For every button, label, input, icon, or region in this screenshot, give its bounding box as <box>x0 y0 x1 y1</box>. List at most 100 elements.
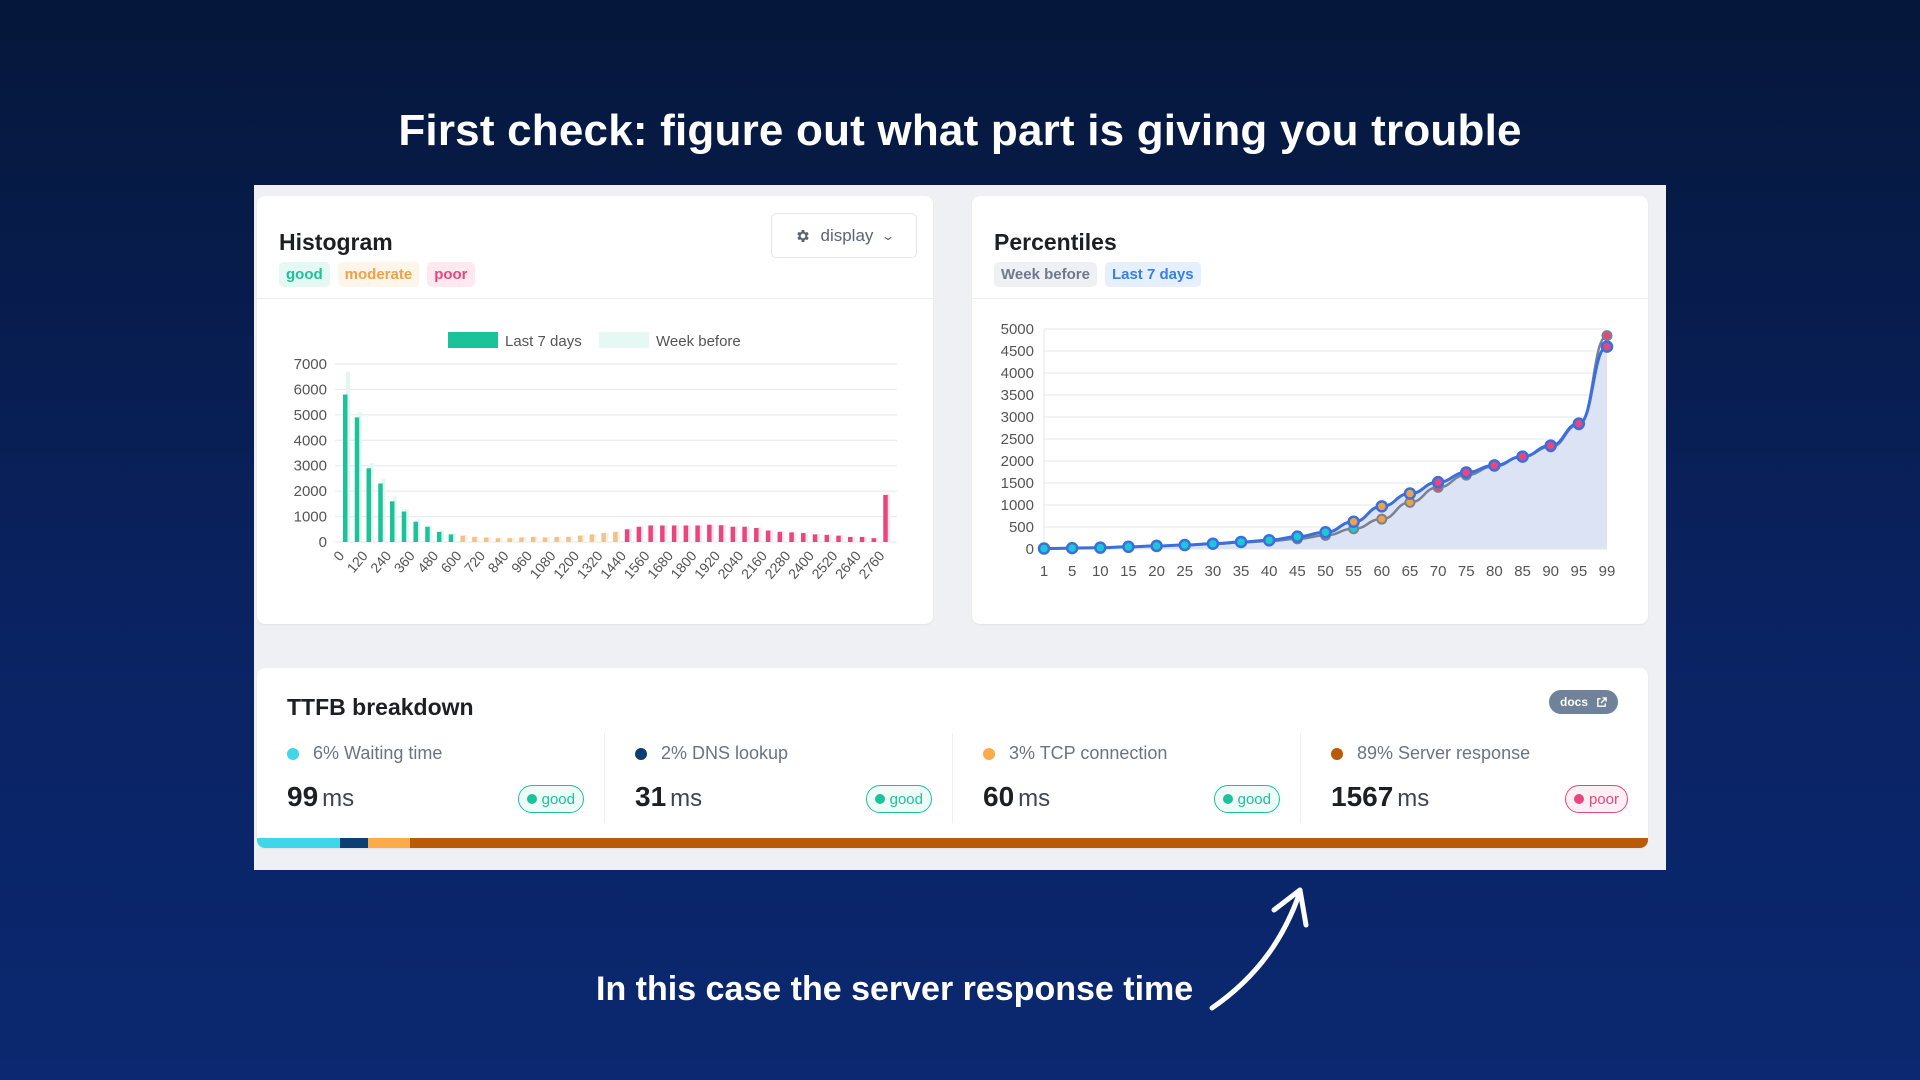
bar-week-before <box>651 525 656 542</box>
metric-unit: ms <box>322 785 355 812</box>
x-tick-label: 65 <box>1402 563 1419 580</box>
x-tick-label: 1920 <box>691 547 723 581</box>
bar-last-7-days <box>695 525 700 542</box>
x-tick-label: 85 <box>1514 563 1531 580</box>
y-tick-label: 7000 <box>294 356 327 373</box>
metric-label: 6% Waiting time <box>287 743 442 764</box>
arrow-icon <box>1209 887 1309 1011</box>
y-tick-label: 3000 <box>1001 409 1034 426</box>
pill-moderate: moderate <box>337 262 420 287</box>
histogram-card: Histogram good moderate poor display ⌄ 0… <box>257 196 933 624</box>
bar-last-7-days <box>765 530 771 542</box>
metric-label-text: 3% TCP connection <box>1009 743 1168 763</box>
y-tick-label: 1000 <box>1001 497 1034 514</box>
x-tick-label: 90 <box>1542 563 1559 580</box>
x-tick-label: 20 <box>1148 563 1165 580</box>
bar-last-7-days <box>812 534 818 542</box>
bar-week-before <box>674 525 679 542</box>
bar-week-before <box>357 412 362 542</box>
x-tick-label: 240 <box>367 547 394 575</box>
y-tick-label: 0 <box>1026 541 1034 558</box>
y-tick-label: 4000 <box>1001 365 1034 382</box>
status-badge-label: poor <box>1588 790 1619 808</box>
bar-week-before <box>451 533 456 542</box>
point-last-7-days <box>1234 535 1248 549</box>
stacked-bar-segment <box>410 838 1648 848</box>
x-tick-label: 840 <box>484 547 511 575</box>
bar-last-7-days <box>401 511 407 542</box>
bar-week-before <box>569 536 574 542</box>
bar-week-before <box>745 526 750 542</box>
y-tick-label: 3500 <box>1001 387 1034 404</box>
metric-unit: ms <box>1018 785 1051 812</box>
y-tick-label: 1000 <box>294 509 327 526</box>
bar-last-7-days <box>636 526 642 542</box>
pill-last-7-days[interactable]: Last 7 days <box>1104 262 1201 287</box>
point-last-7-days <box>1206 537 1220 550</box>
metric-color-dot <box>635 747 647 760</box>
ttfb-metric: 2% DNS lookup 31 ms good <box>605 733 953 823</box>
y-tick-label: 2000 <box>294 483 327 500</box>
point-last-7-days <box>1319 526 1332 539</box>
docs-button[interactable]: docs <box>1548 690 1618 714</box>
x-tick-label: 720 <box>461 547 488 575</box>
ttfb-metric: 89% Server response 1567 ms poor <box>1301 733 1648 823</box>
ttfb-metric: 3% TCP connection 60 ms good <box>953 733 1301 823</box>
bar-week-before <box>392 496 397 542</box>
point-week-before <box>1601 330 1613 342</box>
x-tick-label: 2640 <box>832 547 864 581</box>
metric-label-text: 6% Waiting time <box>313 743 443 763</box>
point-last-7-days <box>1178 538 1191 552</box>
bar-week-before <box>815 533 820 542</box>
bar-week-before <box>663 525 668 542</box>
bar-last-7-days <box>495 538 501 542</box>
metric-value: 31 ms <box>635 781 702 813</box>
x-tick-label: 2040 <box>714 547 746 581</box>
percentiles-chart: 0 500 1000 1500 2000 2500 3000 3500 4000 4500 5000… <box>1001 321 1616 580</box>
bar-week-before <box>768 530 773 542</box>
point-last-7-days <box>1065 541 1079 555</box>
display-button[interactable]: display ⌄ <box>771 213 917 258</box>
y-tick-label: 0 <box>319 534 327 551</box>
histogram-legend: Last 7 days Week before <box>448 332 741 350</box>
bar-week-before <box>780 531 785 542</box>
bar-last-7-days <box>742 526 747 542</box>
bar-week-before <box>498 537 503 542</box>
bar-last-7-days <box>460 535 465 542</box>
legend-swatch-last7 <box>448 332 498 348</box>
bar-last-7-days <box>718 525 724 542</box>
pill-week-before[interactable]: Week before <box>994 262 1097 287</box>
bar-last-7-days <box>801 533 806 542</box>
bar-last-7-days <box>660 525 665 542</box>
metric-value: 99 ms <box>287 781 354 813</box>
docs-label: docs <box>1559 695 1588 709</box>
percentiles-legend-pills: Week before Last 7 days <box>994 262 1201 287</box>
metric-color-dot <box>1331 747 1343 760</box>
status-badge: good <box>1213 785 1280 813</box>
bar-last-7-days <box>601 533 606 542</box>
bar-week-before <box>428 525 433 542</box>
x-tick-label: 35 <box>1233 563 1250 580</box>
bar-week-before <box>733 526 738 542</box>
metric-value: 60 ms <box>983 781 1050 813</box>
pill-poor: poor <box>427 262 475 287</box>
x-tick-label: 120 <box>344 547 371 575</box>
x-tick-label: 360 <box>390 547 417 575</box>
bar-last-7-days <box>483 537 489 542</box>
metric-label: 3% TCP connection <box>983 743 1167 764</box>
dashboard-frame: Histogram good moderate poor display ⌄ 0… <box>254 185 1666 870</box>
status-badge: good <box>517 785 584 813</box>
bar-last-7-days <box>378 483 383 542</box>
metric-number: 1567 <box>1331 781 1394 812</box>
bar-last-7-days <box>848 536 853 542</box>
x-tick-label: 25 <box>1176 563 1193 580</box>
y-tick-label: 500 <box>1009 519 1034 536</box>
y-tick-label: 5000 <box>1001 321 1034 338</box>
x-tick-label: 1200 <box>550 547 582 581</box>
bar-week-before <box>463 534 468 542</box>
x-tick-label: 2520 <box>808 547 840 581</box>
bar-week-before <box>757 527 762 542</box>
pill-good: good <box>279 262 330 287</box>
bar-last-7-days <box>507 538 512 542</box>
stacked-bar-segment <box>340 838 369 848</box>
